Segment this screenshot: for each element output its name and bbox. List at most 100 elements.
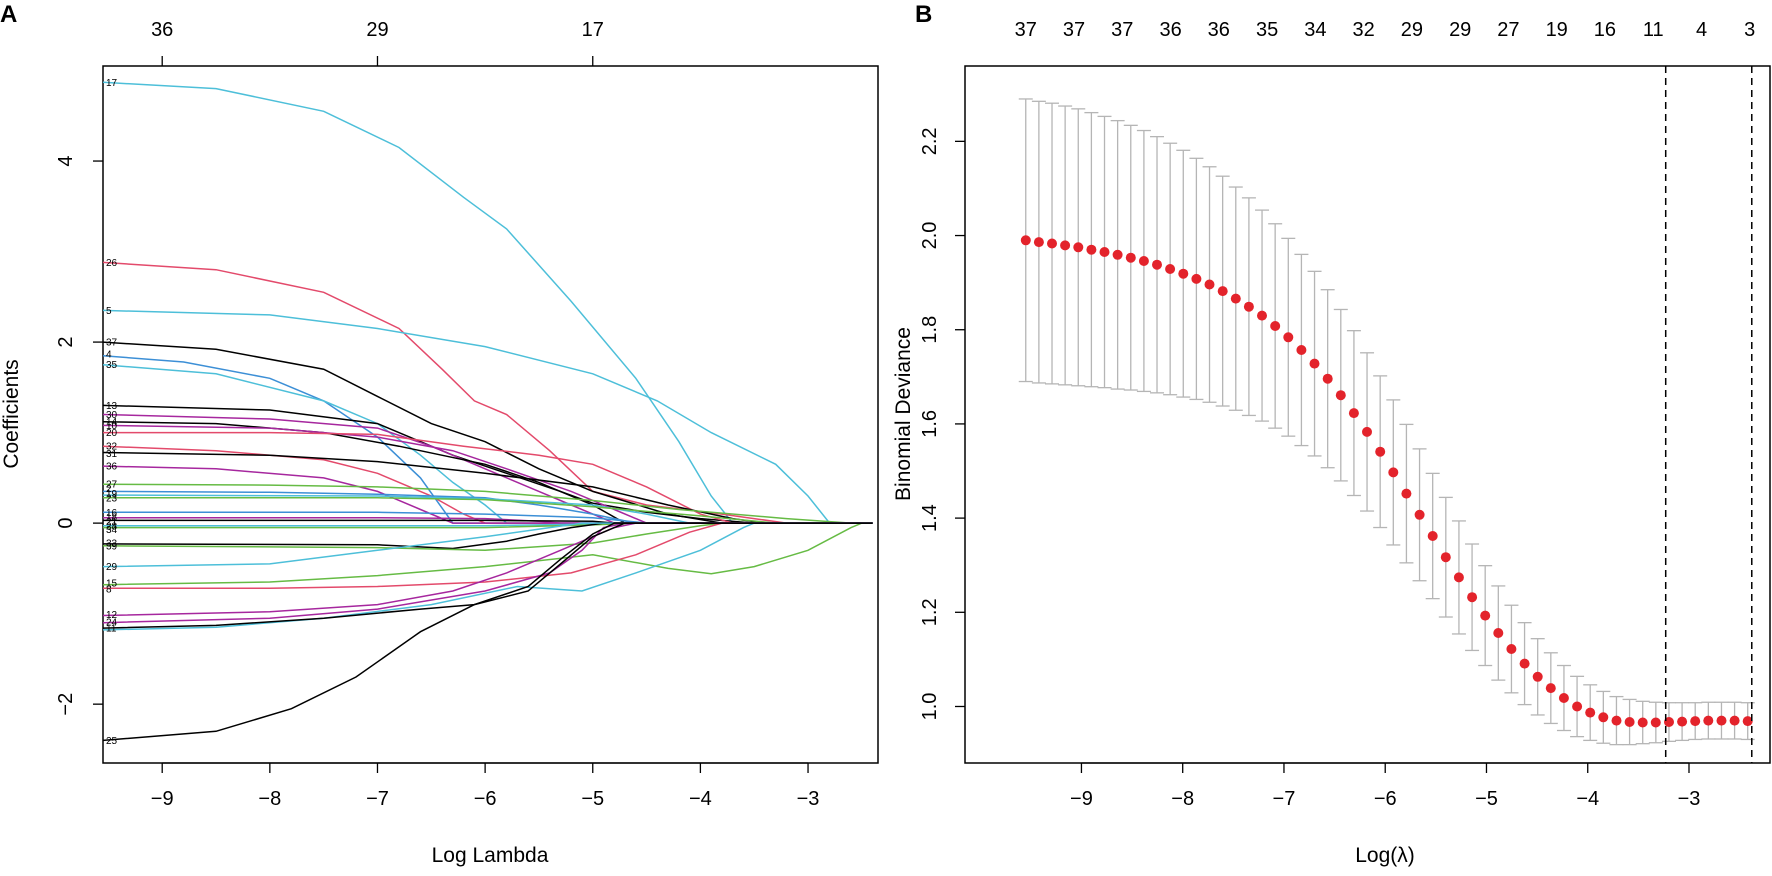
coefficient-label-15: 15 — [106, 578, 118, 589]
deviance-point — [1585, 707, 1596, 718]
deviance-point — [1427, 531, 1438, 541]
top-axis-b: 37 37 37 36 36 35 34 32 29 29 27 19 16 11 4 3 — [1015, 19, 1756, 41]
coefficient-label-14: 14 — [106, 417, 118, 428]
coefficient-path-chart: 1726537435133014102032313627219231618212… — [0, 19, 879, 867]
coefficient-line-5 — [102, 309, 873, 524]
deviance-point — [1243, 301, 1254, 312]
deviance-point — [1493, 628, 1504, 638]
coefficient-lines — [102, 81, 873, 742]
coefficient-line-10 — [102, 424, 873, 524]
y-tick-label-b: 2.0 — [919, 222, 941, 250]
coefficient-label-12: 12 — [106, 610, 118, 621]
coefficient-label-10: 10 — [106, 421, 118, 432]
x-tick-label-a: −5 — [581, 788, 604, 810]
coefficient-label-32: 32 — [106, 442, 118, 453]
top-tick-label-b: 3 — [1744, 19, 1755, 41]
deviance-point — [1690, 716, 1701, 727]
deviance-point — [1414, 509, 1425, 520]
coefficient-line-12 — [102, 522, 873, 617]
y-tick-label-a: −2 — [55, 693, 77, 716]
coefficient-label-30: 30 — [106, 410, 118, 421]
x-axis-a: −9 −8 −7 −6 −5 −4 −3 — [151, 762, 819, 810]
x-tick-label-a: −7 — [366, 788, 389, 810]
y-tick-label-b: 1.8 — [919, 316, 941, 344]
deviance-point — [1270, 321, 1281, 331]
x-tick-label-b: −9 — [1070, 788, 1093, 810]
coefficient-label-34: 34 — [106, 525, 118, 536]
deviance-point — [1086, 244, 1097, 255]
top-tick-label-b: 37 — [1111, 19, 1133, 41]
top-tick-label-b: 4 — [1696, 19, 1707, 41]
coefficient-label-28: 28 — [106, 521, 118, 532]
top-tick-label-b: 37 — [1063, 19, 1085, 41]
coefficient-label-37: 37 — [106, 338, 118, 349]
deviance-point — [1125, 252, 1136, 263]
deviance-points — [1020, 235, 1753, 728]
coefficient-label-11: 11 — [106, 624, 117, 635]
x-tick-label-b: −5 — [1475, 788, 1498, 810]
x-tick-label-a: −9 — [151, 788, 174, 810]
deviance-point — [1296, 345, 1307, 355]
deviance-point — [1401, 488, 1412, 499]
y-tick-label-b: 1.0 — [919, 693, 941, 721]
coefficient-side-labels: 1726537435133014102032313627219231618212… — [106, 78, 118, 747]
deviance-point — [1138, 256, 1149, 266]
y-tick-label-a: 2 — [55, 337, 77, 348]
x-tick-label-b: −3 — [1678, 788, 1701, 810]
deviance-point — [1598, 712, 1609, 723]
deviance-point — [1073, 242, 1084, 253]
top-tick-label-a: 36 — [151, 19, 173, 41]
coefficient-line-15 — [102, 522, 873, 586]
coefficient-line-24 — [102, 522, 873, 624]
coefficient-line-11 — [102, 522, 873, 631]
coefficient-label-39: 39 — [106, 541, 118, 552]
coefficient-label-36: 36 — [106, 462, 118, 473]
deviance-point — [1545, 683, 1556, 694]
lambda-reference-lines — [1664, 66, 1753, 763]
deviance-point — [1716, 715, 1727, 726]
coefficient-label-5: 5 — [106, 306, 112, 317]
top-tick-label-b: 11 — [1643, 19, 1664, 41]
panel-a-letter: A — [0, 1, 17, 28]
coefficient-line-26 — [102, 261, 873, 524]
y-tick-label-b: 2.2 — [919, 127, 941, 155]
coefficient-line-8 — [103, 522, 873, 590]
x-tick-label-a: −6 — [474, 788, 497, 810]
top-tick-label-b: 29 — [1449, 19, 1471, 41]
coefficient-line-32 — [102, 445, 873, 524]
deviance-point — [1375, 446, 1386, 457]
coefficient-label-17: 17 — [106, 78, 118, 89]
coefficient-label-20: 20 — [106, 428, 118, 439]
deviance-point — [1257, 310, 1267, 321]
deviance-point — [1309, 358, 1320, 369]
top-tick-label-b: 32 — [1352, 19, 1374, 41]
coefficient-label-24: 24 — [106, 617, 118, 628]
top-tick-label-a: 17 — [582, 19, 604, 41]
deviance-point — [1060, 240, 1071, 251]
y-axis-label-b: Binomial Deviance — [892, 327, 915, 501]
coefficient-label-18: 18 — [106, 512, 118, 523]
deviance-point — [1099, 247, 1110, 257]
deviance-point — [1033, 237, 1044, 248]
coefficient-label-13: 13 — [106, 401, 118, 412]
top-tick-label-b: 35 — [1256, 19, 1278, 41]
y-axis-label-a: Coefficients — [0, 359, 23, 468]
deviance-point — [1230, 293, 1241, 304]
deviance-point — [1729, 715, 1740, 726]
deviance-point — [1480, 610, 1491, 621]
coefficient-label-16: 16 — [106, 508, 118, 519]
coefficient-label-35: 35 — [106, 360, 118, 371]
x-axis-b: −9 −8 −7 −6 −5 −4 −3 — [1070, 762, 1701, 810]
coefficient-line-35 — [102, 363, 873, 524]
deviance-point — [1020, 235, 1031, 246]
deviance-point — [1047, 238, 1057, 249]
coefficient-label-29: 29 — [106, 562, 118, 573]
coefficient-label-26: 26 — [106, 258, 118, 269]
top-tick-label-b: 37 — [1015, 19, 1037, 41]
x-axis-label-a: Log Lambda — [432, 844, 549, 867]
top-tick-label-b: 29 — [1401, 19, 1423, 41]
coefficient-line-14 — [102, 420, 873, 524]
deviance-point — [1506, 644, 1517, 654]
top-tick-label-b: 19 — [1546, 19, 1568, 41]
